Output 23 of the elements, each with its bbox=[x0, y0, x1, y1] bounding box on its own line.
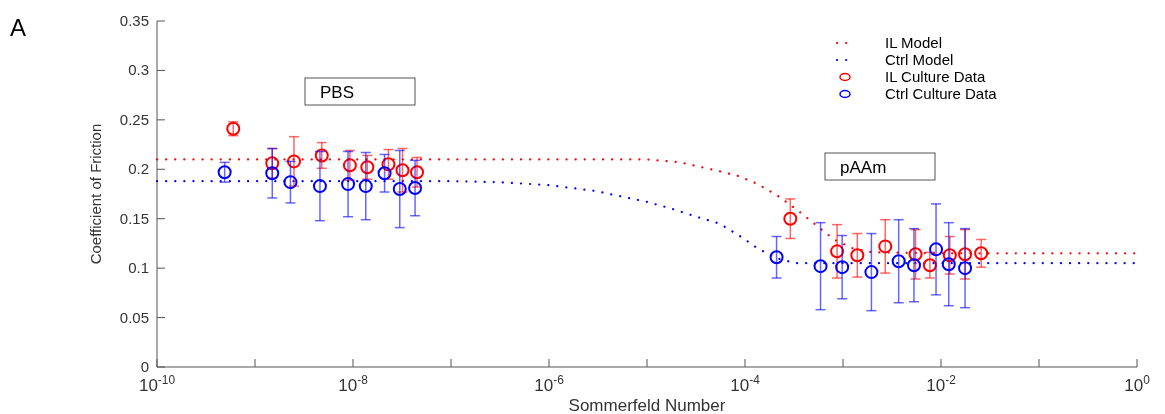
y-tick-label: 0.05 bbox=[119, 308, 149, 326]
y-tick-label: 0.3 bbox=[128, 61, 149, 79]
text: A bbox=[10, 14, 27, 41]
y-tick-label: 0.1 bbox=[128, 259, 149, 277]
y-axis-title: Coefficient of Friction bbox=[87, 123, 104, 265]
legend-label: IL Model bbox=[885, 34, 942, 51]
y-tick-label: 0.15 bbox=[119, 209, 149, 227]
annotation: PBS bbox=[320, 83, 355, 102]
y-tick-label: 0.25 bbox=[119, 110, 149, 128]
x-tick-label: 10$^{-4}$ bbox=[730, 373, 761, 395]
x-tick-label: 10$^{-2}$ bbox=[926, 373, 957, 395]
legend-label: Ctrl Culture Data bbox=[885, 85, 998, 102]
y-tick-label: 0.2 bbox=[128, 160, 149, 178]
x-tick-label: 10$^{-8}$ bbox=[338, 373, 369, 395]
x-tick-label: 10$^{-6}$ bbox=[534, 373, 565, 395]
x-tick-label: 10$^{-10}$ bbox=[138, 373, 176, 395]
legend-label: Ctrl Model bbox=[885, 51, 954, 68]
y-tick-label: 0.35 bbox=[119, 12, 149, 29]
x-axis-title: Sommerfeld Number bbox=[568, 396, 726, 414]
y-tick-label: 0 bbox=[140, 358, 149, 375]
x-tick-label: 10$^{0}$ bbox=[1124, 373, 1151, 395]
annotation: pAAm bbox=[840, 158, 887, 177]
legend-label: IL Culture Data bbox=[885, 68, 986, 85]
